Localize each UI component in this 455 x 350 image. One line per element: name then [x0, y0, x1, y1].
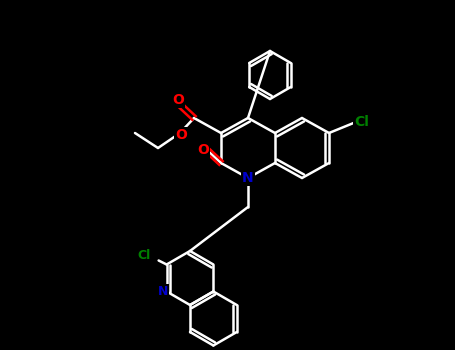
Text: O: O: [175, 128, 187, 142]
Text: N: N: [242, 171, 254, 185]
Text: N: N: [157, 285, 168, 298]
Text: Cl: Cl: [137, 249, 150, 262]
Text: Cl: Cl: [354, 115, 369, 129]
Text: O: O: [197, 143, 209, 157]
Text: O: O: [172, 93, 184, 107]
